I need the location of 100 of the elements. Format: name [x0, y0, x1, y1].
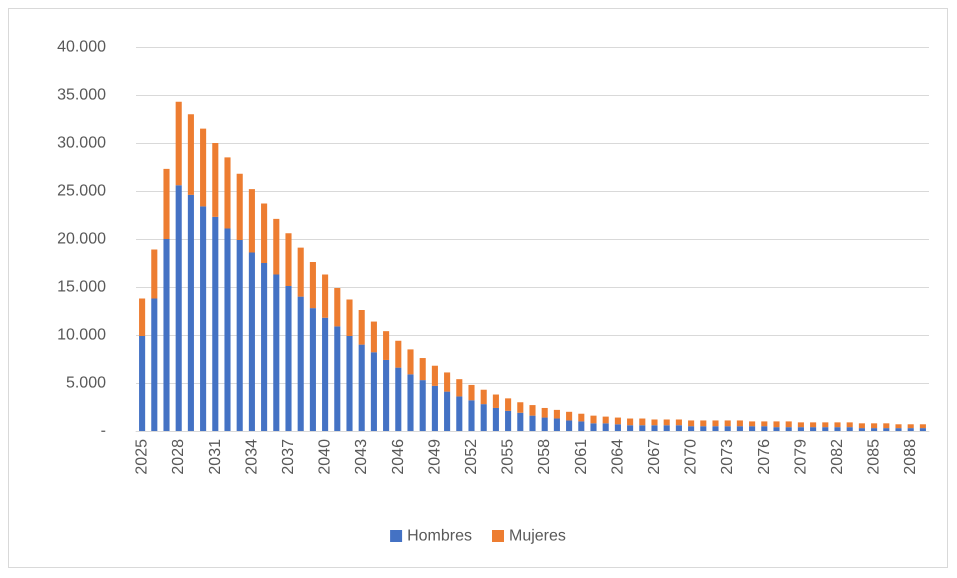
bar [798, 422, 804, 428]
y-tick-label: 15.000 [57, 278, 106, 296]
bar [370, 352, 377, 431]
y-tick-label: 5.000 [66, 374, 106, 392]
bar [761, 421, 768, 426]
bar [883, 428, 890, 431]
x-tick-label: 2079 [792, 438, 810, 475]
bar [407, 374, 414, 431]
bar [871, 428, 878, 431]
x-tick-label: 2037 [280, 438, 297, 475]
x-tick-label: 2055 [500, 438, 517, 475]
bar [456, 379, 462, 396]
bar [688, 426, 694, 431]
bar [163, 168, 170, 239]
y-tick-label: 25.000 [57, 182, 106, 200]
bar [517, 412, 524, 431]
x-tick-label: 2061 [572, 438, 590, 475]
bar [212, 216, 218, 431]
bar [200, 206, 206, 431]
bar [236, 240, 243, 431]
bar [261, 263, 268, 431]
bar [810, 422, 816, 428]
bar [505, 398, 512, 411]
bar [224, 157, 231, 228]
bar [151, 298, 158, 431]
bar [627, 418, 634, 426]
bar [298, 248, 304, 297]
bar [200, 128, 206, 206]
x-tick-label: 2076 [756, 438, 773, 475]
bar [651, 419, 658, 426]
x-tick-label: 2064 [609, 438, 626, 475]
legend-label: Mujeres [509, 528, 566, 544]
bar [798, 427, 804, 431]
bar [492, 394, 499, 408]
bar [602, 416, 609, 424]
bar [395, 368, 402, 431]
bar [261, 203, 268, 263]
bar [529, 405, 536, 416]
x-tick-label: 2058 [536, 438, 554, 475]
bar [517, 402, 524, 413]
bar [322, 318, 328, 431]
bar [383, 360, 390, 431]
bar [420, 380, 426, 431]
bar [273, 274, 280, 431]
bar [334, 288, 340, 326]
bar [480, 390, 487, 404]
bar [858, 428, 865, 431]
x-tick-label: 2070 [682, 438, 700, 475]
bar [346, 299, 353, 336]
bar [139, 298, 146, 336]
bar [651, 425, 658, 431]
bar [383, 331, 390, 360]
bar [139, 336, 146, 431]
bar [614, 418, 621, 424]
bar [248, 252, 255, 431]
bar [334, 326, 340, 431]
bar [432, 386, 438, 431]
bar [163, 239, 170, 431]
bar [602, 423, 609, 431]
bar [468, 400, 475, 431]
y-tick-label: - [100, 422, 106, 440]
bar [542, 418, 548, 431]
bar [786, 427, 792, 431]
bar [736, 420, 743, 426]
bar [566, 412, 572, 420]
y-tick-label: 30.000 [57, 134, 106, 152]
x-tick-label: 2034 [243, 438, 260, 475]
bar [346, 336, 353, 431]
x-tick-label: 2085 [866, 438, 883, 475]
x-tick-label: 2082 [829, 438, 846, 475]
bar [724, 426, 731, 431]
bar [358, 344, 365, 431]
bar [761, 426, 768, 431]
bar [358, 310, 365, 345]
bar [664, 419, 670, 426]
bar [883, 423, 890, 428]
bar [407, 349, 414, 374]
bar [700, 426, 706, 431]
y-tick-label: 40.000 [57, 38, 106, 56]
bar [664, 425, 670, 431]
legend-label: Hombres [407, 528, 472, 544]
y-tick-label: 20.000 [57, 230, 106, 248]
bar [871, 423, 878, 428]
bar [432, 366, 438, 386]
x-tick-label: 2043 [353, 438, 370, 475]
bar [810, 427, 816, 431]
bar [712, 420, 719, 426]
bar [736, 426, 743, 431]
bar [846, 422, 853, 428]
bar [676, 425, 682, 431]
bar [554, 410, 560, 419]
bar [188, 114, 194, 195]
bar [700, 420, 706, 426]
bar [786, 421, 792, 428]
bar [151, 250, 158, 299]
bar [822, 427, 828, 431]
bar [590, 416, 597, 424]
bar [627, 425, 634, 431]
bar [456, 396, 462, 431]
x-tick-label: 2067 [646, 438, 663, 475]
